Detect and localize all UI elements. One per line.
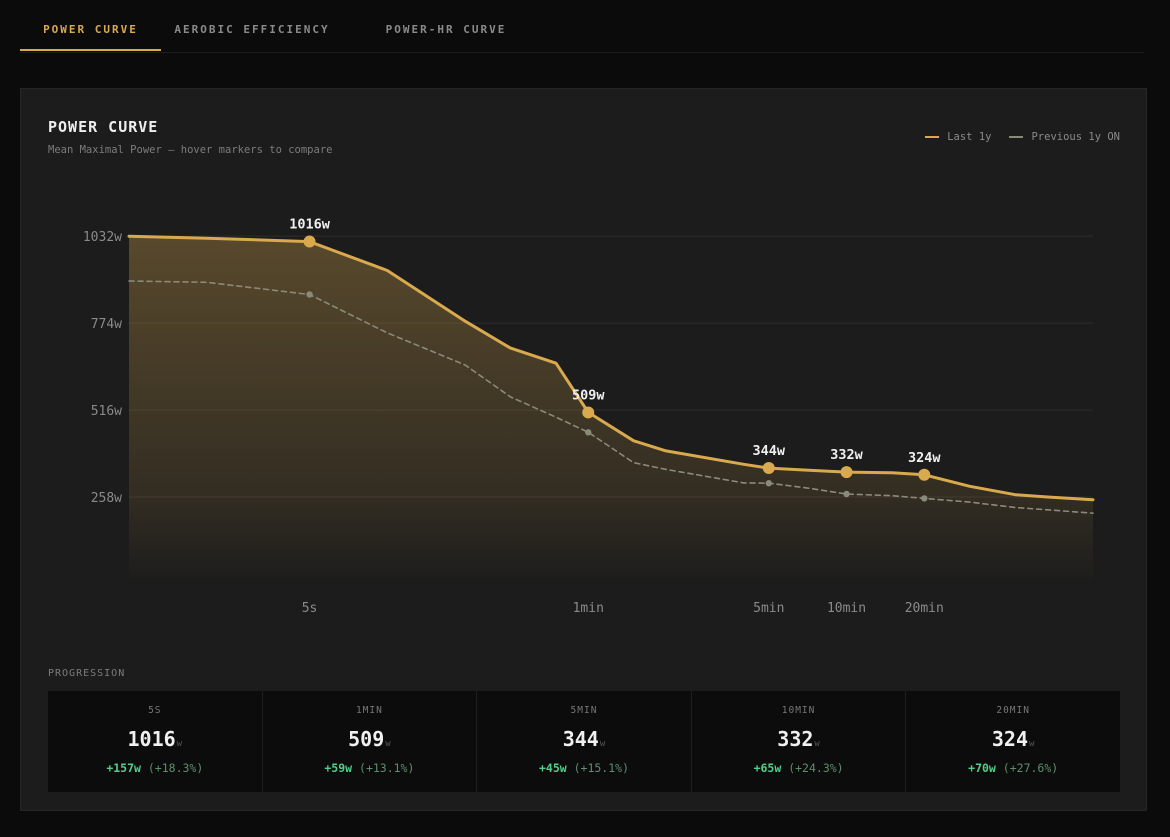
progression-card-20min: 20MIN 324w +70w (+27.6%) <box>906 691 1120 792</box>
progression-card-10min: 10MIN 332w +65w (+24.3%) <box>692 691 907 792</box>
panel-subtitle: Mean Maximal Power — hover markers to co… <box>48 144 333 156</box>
tab-aerobic-efficiency[interactable]: AEROBIC EFFICIENCY <box>174 23 330 36</box>
marker-value-label: 1016w <box>289 217 331 233</box>
active-tab-indicator <box>20 49 161 51</box>
card-value: 344w <box>562 727 606 751</box>
tab-power-hr-curve[interactable]: POWER-HR CURVE <box>385 23 507 36</box>
y-tick-label: 516w <box>91 404 122 419</box>
marker-value-label: 324w <box>908 450 941 466</box>
y-tick-label: 258w <box>91 491 122 506</box>
x-tick-label: 5s <box>302 601 318 616</box>
legend-swatch-icon <box>925 136 940 138</box>
x-tick-label: 5min <box>753 601 784 616</box>
current-marker <box>582 406 595 419</box>
card-label: 20MIN <box>996 705 1030 716</box>
previous-marker <box>765 480 772 487</box>
current-marker <box>762 462 775 475</box>
progression-card-5min: 5MIN 344w +45w (+15.1%) <box>477 691 692 792</box>
legend-swatch-icon <box>1009 136 1024 138</box>
legend-last-1y[interactable]: Last 1y <box>925 131 991 143</box>
card-delta: +157w (+18.3%) <box>106 761 204 775</box>
card-delta: +45w (+15.1%) <box>538 761 629 775</box>
card-value: 509w <box>348 727 391 751</box>
previous-marker <box>306 291 313 298</box>
card-value: 332w <box>777 727 820 751</box>
card-value: 1016w <box>127 727 183 751</box>
legend-previous-1y[interactable]: Previous 1y ON <box>1009 131 1120 143</box>
card-label: 5MIN <box>570 705 598 716</box>
card-delta: +65w (+24.3%) <box>753 761 844 775</box>
card-label: 5S <box>148 705 162 716</box>
marker-value-label: 344w <box>753 443 786 459</box>
previous-marker <box>843 490 850 498</box>
progression-cards: 5S 1016w +157w (+18.3%) 1MIN 509w +59w (… <box>48 691 1120 792</box>
legend-label: Previous 1y ON <box>1031 131 1120 143</box>
legend-label: Last 1y <box>947 131 992 143</box>
previous-marker <box>585 429 592 436</box>
y-tick-label: 1032w <box>83 230 122 245</box>
card-label: 1MIN <box>355 705 383 716</box>
card-delta: +59w (+13.1%) <box>324 761 415 775</box>
progression-card-5s: 5S 1016w +157w (+18.3%) <box>48 691 263 792</box>
progression-label: PROGRESSION <box>48 668 126 679</box>
card-label: 10MIN <box>781 705 816 716</box>
x-tick-label: 10min <box>827 601 866 616</box>
previous-marker <box>921 495 928 502</box>
series-line-1 <box>127 234 1095 502</box>
chart-legend: Last 1y Previous 1y ON <box>925 131 1120 143</box>
power-curve-panel: POWER CURVE Mean Maximal Power — hover m… <box>20 88 1147 811</box>
marker-value-label: 509w <box>572 387 605 403</box>
panel-title: POWER CURVE <box>48 118 159 136</box>
x-tick-label: 1min <box>573 601 604 616</box>
current-marker <box>840 466 853 479</box>
progression-card-1min: 1MIN 509w +59w (+13.1%) <box>263 691 478 792</box>
series-area-1 <box>129 236 1093 584</box>
card-value: 324w <box>991 727 1035 751</box>
series-line-2 <box>128 280 1094 514</box>
power-curve-chart: 258w 516w 774w 1032w 5s 1min 5min 10min 20min 1… <box>83 217 1095 616</box>
marker-value-label: 332w <box>830 447 863 463</box>
tab-bar: POWER CURVE AEROBIC EFFICIENCY POWER-HR … <box>20 0 1144 53</box>
tab-power-curve[interactable]: POWER CURVE <box>43 23 138 36</box>
x-tick-label: 20min <box>905 601 944 616</box>
y-tick-label: 774w <box>91 317 122 332</box>
current-marker <box>918 468 931 481</box>
card-delta: +70w (+27.6%) <box>968 761 1059 775</box>
current-marker <box>303 235 316 248</box>
